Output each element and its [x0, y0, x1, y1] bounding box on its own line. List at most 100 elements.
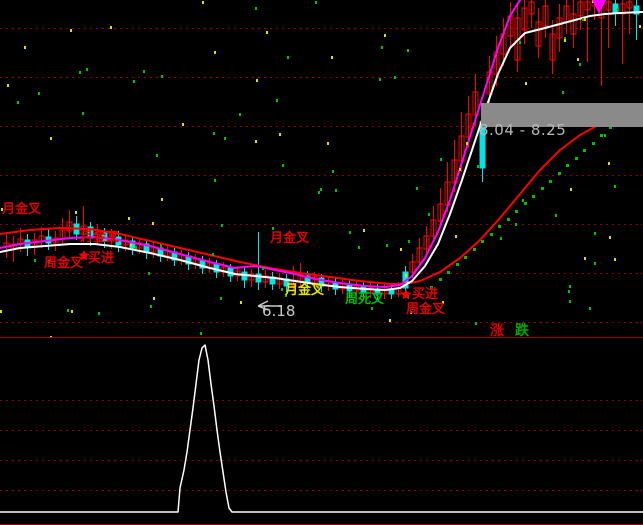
candle-body[interactable]	[388, 289, 395, 295]
indicator-dot-green	[239, 113, 241, 116]
candle-body[interactable]	[430, 219, 437, 237]
signal-label-0: 月金叉	[2, 202, 42, 217]
indicator-dot-green	[589, 307, 591, 310]
indicator-dot-green	[440, 158, 442, 161]
indicator-dot-yellow	[466, 142, 468, 145]
candle-body[interactable]	[556, 17, 563, 39]
indicator-dot-green	[569, 300, 571, 303]
indicator-dot-green	[315, 1, 317, 4]
candle-body[interactable]	[472, 91, 479, 116]
indicator-dot-yellow	[639, 25, 641, 28]
indicator-dot-green	[86, 68, 88, 71]
updown-legend: 涨 跌	[490, 320, 529, 337]
candle-body[interactable]	[255, 273, 262, 283]
candle-body[interactable]	[626, 1, 633, 9]
indicator-dot-yellow	[70, 29, 72, 32]
candle-body[interactable]	[367, 287, 374, 294]
candle-body[interactable]	[248, 273, 255, 281]
candle-body[interactable]	[66, 221, 73, 232]
indicator-dot-green	[150, 305, 152, 308]
signal-label-8: 周金叉	[406, 302, 446, 317]
indicator-dot-green	[38, 92, 40, 95]
indicator-dot-green	[555, 214, 557, 217]
candle-body[interactable]	[465, 113, 472, 138]
candle-body[interactable]	[80, 225, 87, 235]
candle-body[interactable]	[521, 7, 528, 31]
indicator-dot-green	[48, 260, 50, 263]
indicator-dot-green	[522, 199, 524, 202]
indicator-dot-green	[477, 165, 479, 168]
indicator-dot-yellow	[584, 257, 586, 260]
candle-body[interactable]	[409, 261, 416, 273]
indicator-dot-yellow	[240, 301, 242, 304]
indicator-dot-green	[320, 188, 322, 191]
indicator-dot-green	[407, 49, 409, 52]
indicator-dot-green	[371, 307, 373, 310]
indicator-dot-green	[416, 187, 418, 190]
candle-body[interactable]	[542, 5, 549, 27]
indicator-dot-green	[213, 132, 215, 135]
indicator-dot-green	[562, 91, 564, 94]
indicator-dot-green	[133, 80, 135, 83]
indicator-dot-green	[515, 210, 518, 213]
indicator-dot-yellow	[410, 311, 412, 314]
indicator-dot-green	[617, 8, 619, 11]
indicator-dot-green	[583, 149, 586, 152]
indicator-dot-yellow	[459, 168, 461, 171]
legend-up-label: 涨	[490, 323, 504, 337]
candle-body[interactable]	[619, 3, 626, 15]
indicator-dot-yellow	[1, 208, 3, 211]
indicator-dot-yellow	[331, 56, 333, 59]
indicator-dot-green	[281, 288, 283, 291]
price-chart-canvas[interactable]	[0, 0, 643, 337]
candle-body[interactable]	[423, 235, 430, 250]
indicator-dot-yellow	[75, 211, 77, 214]
signal-label-6: 周死叉	[345, 292, 385, 307]
indicator-dot-yellow	[442, 301, 444, 304]
indicator-dot-yellow	[279, 133, 281, 136]
indicator-dot-green	[594, 262, 596, 265]
volume-panel[interactable]	[0, 338, 643, 525]
indicator-dot-green	[161, 75, 163, 78]
candle-body[interactable]	[633, 5, 640, 15]
price-panel[interactable]: 8.04 - 8.25 6.18 月金叉 周金叉 月金叉 买进 月金叉 月金叉 周死叉 买进周…	[0, 0, 643, 337]
left-arrow-icon	[257, 300, 282, 311]
candle-body[interactable]	[535, 21, 542, 47]
volume-panel-background	[0, 338, 643, 525]
indicator-dot-green	[212, 253, 214, 256]
indicator-dot-green	[34, 259, 36, 262]
indicator-dot-green	[600, 134, 603, 137]
ma-mid-line	[0, 11, 643, 291]
candle-body[interactable]	[437, 203, 444, 222]
candle-body[interactable]	[318, 277, 325, 287]
indicator-dot-yellow	[400, 248, 402, 251]
price-range-tag: 8.04 - 8.25	[479, 121, 567, 139]
indicator-dot-green	[282, 164, 284, 167]
candle-body[interactable]	[416, 247, 423, 263]
indicator-dot-green	[255, 7, 257, 10]
indicator-dot-green	[481, 240, 484, 243]
indicator-dot-green	[500, 237, 502, 240]
legend-down-label: 跌	[515, 323, 529, 337]
indicator-dot-green	[532, 195, 535, 198]
candle-body[interactable]	[549, 33, 556, 61]
indicator-dot-green	[519, 41, 521, 44]
candle-body[interactable]	[605, 1, 612, 11]
indicator-dot-green	[447, 271, 450, 274]
buy-star-icon	[78, 250, 90, 261]
candle-body[interactable]	[262, 275, 269, 283]
indicator-dot-green	[549, 180, 552, 183]
candle-body[interactable]	[528, 1, 535, 15]
panel-separator-top	[0, 337, 643, 338]
indicator-dot-green	[214, 179, 216, 182]
indicator-dot-yellow	[71, 310, 73, 313]
candle-body[interactable]	[577, 1, 584, 17]
indicator-dot-green	[473, 248, 476, 251]
volume-chart-canvas[interactable]	[0, 338, 643, 525]
indicator-dot-green	[604, 134, 606, 137]
candle-body[interactable]	[584, 1, 591, 11]
indicator-dot-yellow	[161, 198, 163, 201]
indicator-dot-yellow	[256, 79, 258, 82]
candle-body[interactable]	[570, 13, 577, 35]
indicator-dot-green	[507, 218, 510, 221]
